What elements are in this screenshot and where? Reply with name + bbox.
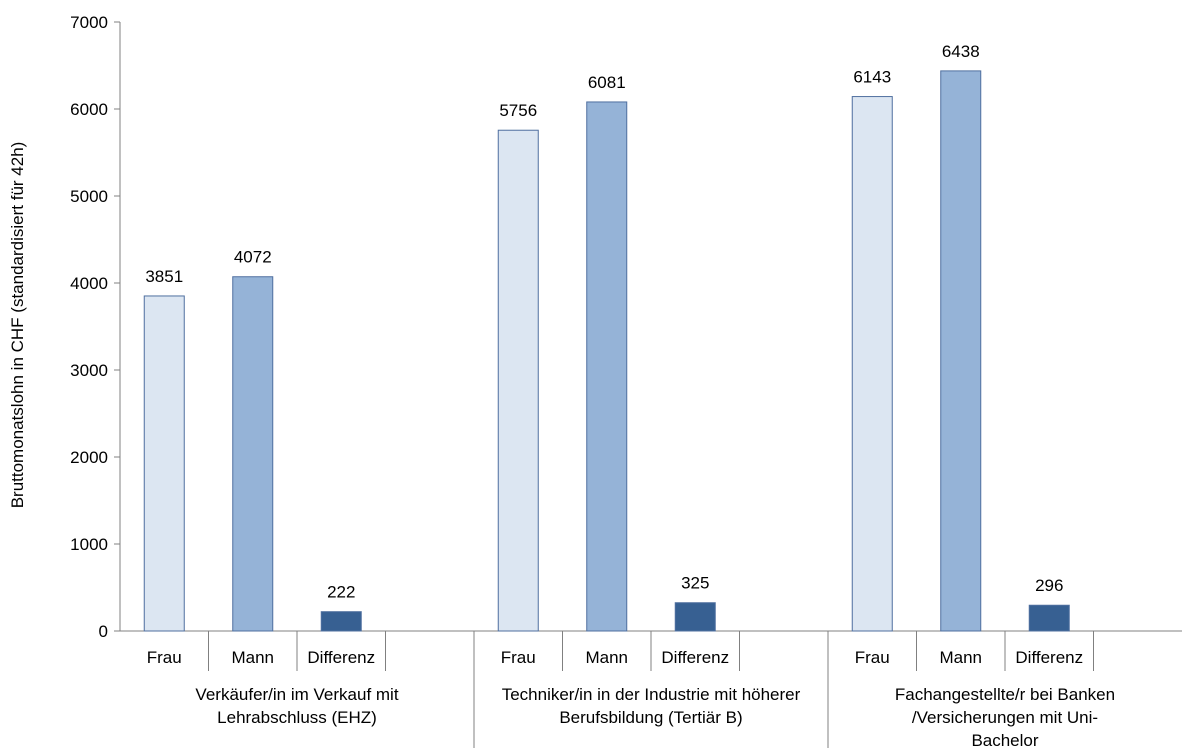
- x-category-label: Frau: [147, 648, 182, 667]
- x-category-labels: Frau Mann Differenz Verkäufer/in im Verkauf…: [147, 648, 1115, 750]
- x-group-label: Lehrabschluss (EHZ): [217, 708, 377, 727]
- y-tick-label: 7000: [70, 13, 108, 32]
- x-group-label: Berufsbildung (Tertiär B): [559, 708, 742, 727]
- data-label: 4072: [234, 248, 272, 267]
- bars: 3851 4072 222 5756 6081 325 6143 6438 296: [143, 42, 1070, 632]
- y-tick-label: 1000: [70, 535, 108, 554]
- data-label: 6438: [942, 42, 980, 61]
- data-label: 325: [681, 574, 709, 593]
- x-category-label: Frau: [855, 648, 890, 667]
- x-group-label: Techniker/in in der Industrie mit höhere…: [502, 685, 801, 704]
- x-group-label: /Versicherungen mit Uni-: [912, 708, 1098, 727]
- bar-differenz: [320, 611, 362, 632]
- y-ticks: 0 1000 2000 3000 4000 5000 6000 7000: [70, 13, 120, 641]
- x-category-label: Frau: [501, 648, 536, 667]
- x-group-label: Verkäufer/in im Verkauf mit: [195, 685, 398, 704]
- x-category-label: Mann: [231, 648, 274, 667]
- x-category-label: Mann: [585, 648, 628, 667]
- data-label: 296: [1035, 576, 1063, 595]
- x-group-label: Bachelor: [971, 731, 1038, 750]
- y-tick-label: 3000: [70, 361, 108, 380]
- data-label: 6081: [588, 73, 626, 92]
- bar-frau: [143, 295, 185, 632]
- bar-mann: [940, 70, 982, 632]
- data-label: 222: [327, 583, 355, 602]
- y-tick-label: 5000: [70, 187, 108, 206]
- bar-frau: [497, 129, 539, 632]
- bar-mann: [232, 276, 274, 632]
- data-label: 5756: [499, 101, 537, 120]
- y-tick-label: 2000: [70, 448, 108, 467]
- bar-frau: [851, 96, 893, 632]
- axes: [119, 22, 1182, 748]
- y-axis-label-group: Bruttomonatslohn in CHF (standardisiert …: [8, 142, 27, 509]
- y-tick-label: 6000: [70, 100, 108, 119]
- data-label: 6143: [853, 68, 891, 87]
- bar-differenz: [674, 602, 716, 632]
- bar-mann: [586, 101, 628, 632]
- bar-differenz: [1028, 604, 1070, 632]
- x-group-label: Fachangestellte/r bei Banken: [895, 685, 1115, 704]
- y-axis-label: Bruttomonatslohn in CHF (standardisiert …: [8, 142, 27, 509]
- data-label: 3851: [145, 267, 183, 286]
- x-category-label: Mann: [939, 648, 982, 667]
- x-category-label: Differenz: [1015, 648, 1083, 667]
- y-tick-label: 4000: [70, 274, 108, 293]
- y-tick-label: 0: [99, 622, 108, 641]
- x-category-label: Differenz: [661, 648, 729, 667]
- x-category-label: Differenz: [307, 648, 375, 667]
